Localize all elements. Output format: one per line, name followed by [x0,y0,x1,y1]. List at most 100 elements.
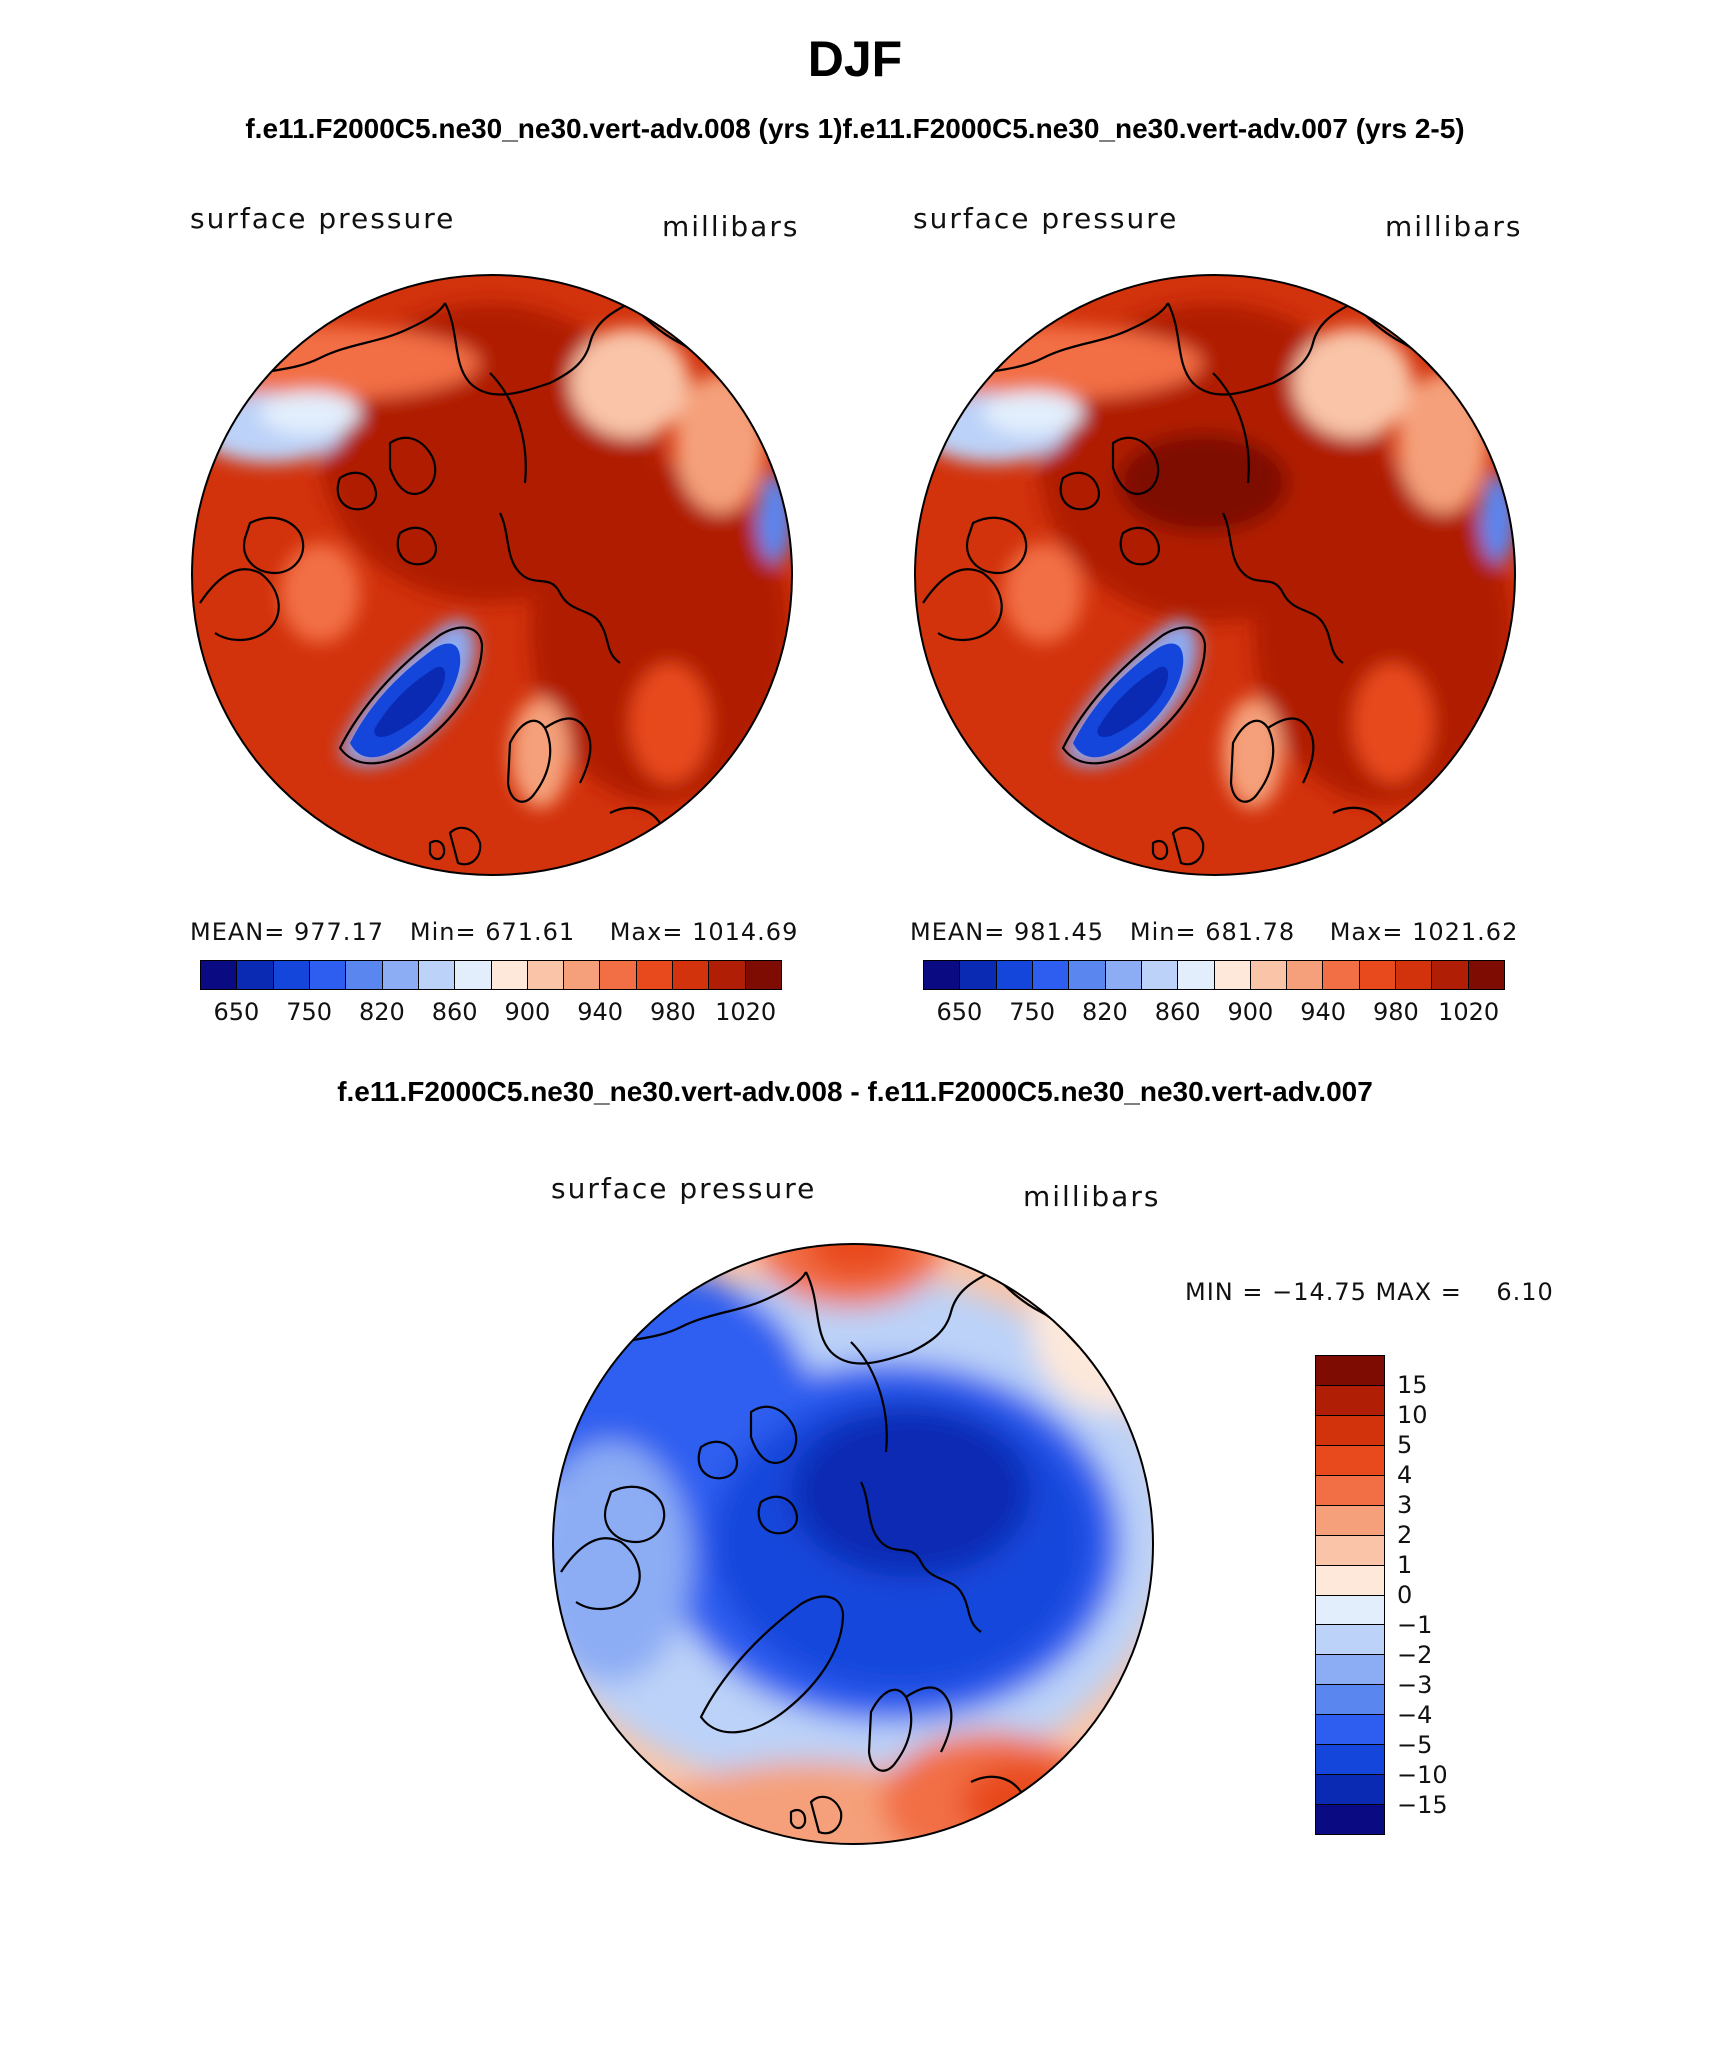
panel2-colorbar-swatch [1322,961,1359,989]
panel3-colorbar-tick-label: −15 [1397,1791,1448,1819]
panel3-colorbar-tick-label: −1 [1397,1611,1433,1639]
panel1-colorbar-tick-label: 940 [577,998,624,1026]
panel3-colorbar-swatch [1316,1356,1384,1385]
panel3-variable-label: surface pressure [551,1172,817,1205]
panel2-colorbar-tick-label: 820 [1081,998,1128,1026]
panel1-colorbar-tick-label: 650 [213,998,260,1026]
panel3-arctic-deep [791,1407,1031,1577]
panel3-colorbar-tick-label: 10 [1397,1401,1428,1429]
panel1-colorbar-swatch [345,961,382,989]
panel2-colorbar-swatch [1358,961,1396,989]
panel3-map-border [552,1243,1154,1845]
panel1-mean-value: 977.17 [294,918,384,946]
figure-subtitle: f.e11.F2000C5.ne30_ne30.vert-adv.008 (yr… [245,113,1465,144]
panel2-rockies-south [1398,373,1488,513]
panel3-colorbar-swatch [1316,1594,1384,1625]
panel2-colorbar-tick-label: 650 [936,998,983,1026]
panel3-colorbar-swatch [1316,1804,1384,1834]
panel2-colorbar-swatch [924,961,960,989]
panel3-min-max: MIN = −14.75 MAX = 6.10 [1185,1278,1554,1306]
panel2-min-label: Min= [1129,918,1197,946]
panel2-colorbar-swatch [1213,961,1250,989]
panel3-colorbar-tick-label: −5 [1397,1731,1433,1759]
panel3-colorbar-swatch [1316,1384,1384,1415]
panel1-map-border [191,274,793,876]
panel3-colorbar-tick-label: 1 [1397,1551,1413,1579]
panel2-colorbar [923,960,1505,990]
panel2-colorbar-swatch [1031,961,1069,989]
panel2-alps [1353,663,1433,783]
panel1-colorbar-swatch [272,961,309,989]
panel1-alps [630,663,710,783]
panel2-colorbar-tick-label: 860 [1154,998,1201,1026]
panel2-colorbar-tick-label: 750 [1009,998,1056,1026]
panel3-colorbar-swatch [1316,1564,1384,1595]
panel1-greenland-inner [374,666,446,737]
panel3-colorbar-tick-label: −4 [1397,1701,1433,1729]
panel3-colorbar-swatch [1316,1684,1384,1715]
panel1-colorbar-tick-label: 860 [431,998,478,1026]
panel2-map-border [914,274,1516,876]
panel3-top-core [806,1244,906,1277]
panel1-min-value: 671.61 [485,918,576,946]
panel2-himalaya [983,391,1083,435]
panel1-baffin-warm [280,543,360,643]
panel3-colorbar-tick-label: 15 [1397,1371,1428,1399]
panel3-colorbar-swatch [1316,1624,1384,1655]
panel1-colorbar-swatch [236,961,273,989]
panel2-colorbar-swatch [1140,961,1178,989]
panel3-colorbar-swatch [1316,1414,1384,1445]
panel1-min-label: Min= [409,918,477,946]
panel1-rockies-north [570,328,690,438]
panel2-mean-value: 981.45 [1014,918,1104,946]
panel2-colorbar-swatch [1395,961,1432,989]
panel3-polar-map [552,1243,1154,1845]
panel1-variable-label: surface pressure [190,202,456,235]
panel2-colorbar-swatch [1286,961,1323,989]
panel3-colorbar-swatch [1316,1744,1384,1775]
panel1-stats: MEAN= 977.17 Min= 671.61 Max= 1014.69 [190,918,798,946]
panel2-colorbar-swatch [1177,961,1214,989]
panel2-scandinavia [1223,698,1283,808]
panel2-rockies-north [1293,328,1413,438]
panel1-colorbar-swatch [744,961,781,989]
panel1-max-label: Max= [609,918,684,946]
panel1-polar-map [191,274,793,876]
panel2-units-label: millibars [1385,210,1523,243]
panel3-colorbar-tick-label: 3 [1397,1491,1413,1519]
panel1-colorbar-tick-label: 980 [649,998,696,1026]
panel3-colorbar-tick-label: −2 [1397,1641,1433,1669]
panel2-max-label: Max= [1329,918,1404,946]
panel1-scandinavia [510,698,570,808]
panel3-colorbar-swatch [1316,1534,1384,1565]
panel2-colorbar-swatch [1104,961,1141,989]
panel1-siberia-high [530,463,790,803]
panel3-colorbar-swatch [1316,1444,1384,1475]
panel1-colorbar-swatch [672,961,709,989]
panel2-colorbar-tick-label: 900 [1227,998,1274,1026]
panel2-pole-max [1118,433,1288,533]
panel2-mean-label: MEAN= [910,918,1006,946]
panel1-colorbar-tick-label: 750 [286,998,333,1026]
panel2-colorbar-swatch [1467,961,1504,989]
panel1-colorbar-swatch [454,961,491,989]
panel1-colorbar-swatch [490,961,527,989]
panel1-colorbar-swatch [599,961,636,989]
panel1-colorbar-tick-label: 1020 [715,998,777,1026]
panel2-min-value: 681.78 [1205,918,1296,946]
panel2-polar-map [914,274,1516,876]
panel2-colorbar-swatch [995,961,1032,989]
panel2-stats: MEAN= 981.45 Min= 681.78 Max= 1021.62 [910,918,1518,946]
panel1-units-label: millibars [662,210,800,243]
panel3-west-negative [553,1442,691,1682]
panel2-greenland-inner [1097,666,1169,737]
panel2-colorbar-swatch [1431,961,1468,989]
panel2-colorbar-swatch [959,961,996,989]
panel1-colorbar-swatch [308,961,346,989]
panel1-himalaya [260,391,360,435]
panel2-siberia-high [1253,463,1513,803]
panel3-colorbar-tick-label: 0 [1397,1581,1413,1609]
panel1-mexico-plateau [757,473,792,563]
panel1-colorbar-swatch [563,961,600,989]
panel2-max-value: 1021.62 [1412,918,1519,946]
